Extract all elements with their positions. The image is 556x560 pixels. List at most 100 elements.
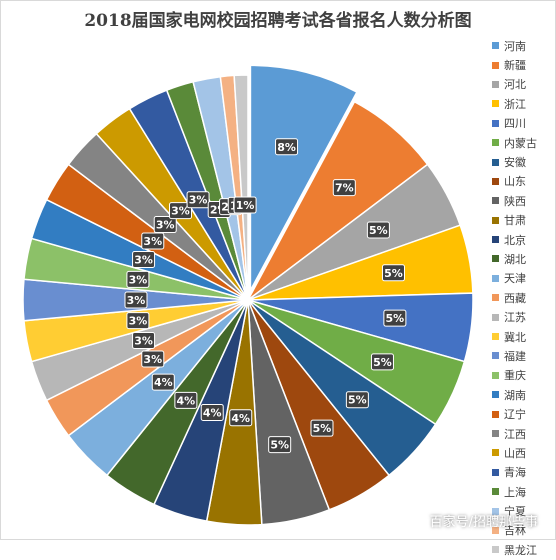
legend-entry: 江苏 [492, 307, 556, 326]
legend-entry: 四川 [492, 114, 556, 133]
legend-entry: 内蒙古 [492, 133, 556, 152]
data-label-北京: 4% [200, 403, 224, 421]
legend-label: 吉林 [504, 524, 526, 538]
svg-text:5%: 5% [386, 312, 405, 325]
data-label-内蒙古: 5% [370, 353, 394, 371]
data-label-山东: 5% [310, 419, 334, 437]
legend-swatch [492, 546, 499, 554]
legend-swatch [492, 236, 499, 244]
legend-label: 新疆 [504, 59, 526, 73]
legend-swatch [492, 100, 499, 108]
svg-text:3%: 3% [127, 294, 146, 307]
legend-swatch [492, 158, 499, 166]
legend-swatch [492, 42, 499, 50]
legend-swatch [492, 468, 499, 476]
legend-swatch [492, 255, 499, 263]
legend-swatch [492, 507, 499, 515]
data-label-江苏: 3% [132, 331, 156, 349]
svg-text:3%: 3% [143, 353, 162, 366]
legend-swatch [492, 391, 499, 399]
legend-label: 辽宁 [504, 408, 526, 422]
legend-label: 山西 [504, 446, 526, 460]
legend-entry: 山东 [492, 172, 556, 191]
data-label-安徽: 5% [345, 391, 369, 409]
data-label-陕西: 5% [268, 436, 292, 454]
pie-slice-黑龙江 [233, 74, 249, 301]
legend-entry: 北京 [492, 230, 556, 249]
svg-text:8%: 8% [277, 141, 296, 154]
svg-text:5%: 5% [313, 422, 332, 435]
svg-text:3%: 3% [134, 334, 153, 347]
legend-label: 西藏 [504, 291, 526, 305]
svg-text:4%: 4% [231, 412, 250, 425]
data-label-江西: 3% [153, 216, 177, 234]
legend-label: 内蒙古 [504, 136, 537, 150]
svg-text:5%: 5% [348, 394, 367, 407]
legend-entry: 陕西 [492, 191, 556, 210]
data-label-湖北: 4% [174, 391, 198, 409]
legend-label: 河南 [504, 39, 526, 53]
legend-entry: 湖南 [492, 385, 556, 404]
data-label-新疆: 7% [332, 179, 356, 197]
legend-label: 上海 [504, 485, 526, 499]
data-label-重庆: 3% [126, 270, 150, 288]
legend-swatch [492, 333, 499, 341]
legend-entry: 新疆 [492, 55, 556, 74]
svg-text:5%: 5% [384, 267, 403, 280]
legend-label: 宁夏 [504, 505, 526, 519]
data-label-辽宁: 3% [141, 232, 165, 250]
legend-entry: 河北 [492, 75, 556, 94]
data-label-河北: 5% [366, 221, 390, 239]
data-label-福建: 3% [124, 291, 148, 309]
legend-entry: 吉林 [492, 521, 556, 540]
svg-text:5%: 5% [373, 356, 392, 369]
legend-swatch [492, 352, 499, 360]
legend-swatch [492, 371, 499, 379]
data-label-山西: 3% [169, 202, 193, 220]
legend-entry: 辽宁 [492, 404, 556, 423]
svg-text:4%: 4% [203, 406, 222, 419]
svg-text:3%: 3% [129, 273, 148, 286]
pie-chart: 8%7%5%5%5%5%5%5%5%4%4%4%4%3%3%3%3%3%3%3%… [22, 64, 474, 526]
legend-entry: 青海 [492, 463, 556, 482]
legend-swatch [492, 449, 499, 457]
legend-entry: 冀北 [492, 327, 556, 346]
legend-entry: 黑龙江 [492, 540, 556, 559]
legend-entry: 天津 [492, 269, 556, 288]
legend-entry: 上海 [492, 482, 556, 501]
legend-label: 甘肃 [504, 214, 526, 228]
legend-swatch [492, 430, 499, 437]
data-label-甘肃: 4% [229, 409, 253, 427]
legend-swatch [492, 80, 499, 88]
legend-swatch [492, 488, 499, 496]
legend-entry: 重庆 [492, 366, 556, 385]
legend-entry: 福建 [492, 346, 556, 365]
legend: 河南 新疆 河北 浙江 四川 内蒙古 安徽 山东 陕西 甘肃 北京 湖北 天津 西藏 江苏 冀北 福建 重庆 湖南辽… [492, 36, 556, 560]
pie-slice-河南 [249, 64, 358, 291]
svg-text:3%: 3% [129, 315, 148, 328]
svg-text:4%: 4% [177, 394, 196, 407]
svg-text:3%: 3% [171, 205, 190, 218]
legend-swatch [492, 294, 499, 302]
legend-label: 天津 [504, 272, 526, 286]
legend-entry: 山西 [492, 443, 556, 462]
legend-swatch [492, 139, 499, 147]
svg-text:4%: 4% [154, 376, 173, 389]
legend-label: 河北 [504, 78, 526, 92]
legend-entry: 浙江 [492, 94, 556, 113]
svg-text:3%: 3% [134, 254, 153, 267]
legend-swatch [492, 216, 499, 224]
legend-label: 湖北 [504, 252, 526, 266]
data-label-冀北: 3% [126, 312, 150, 330]
data-label-黑龙江: 1% [233, 196, 257, 214]
legend-label: 北京 [504, 233, 526, 247]
data-label-湖南: 3% [132, 251, 156, 269]
svg-text:5%: 5% [270, 439, 289, 452]
legend-entry: 宁夏 [492, 501, 556, 520]
svg-text:3%: 3% [143, 235, 162, 248]
legend-label: 山东 [504, 175, 526, 189]
legend-entry: 河南 [492, 36, 556, 55]
svg-text:3%: 3% [156, 219, 175, 232]
svg-text:1%: 1% [236, 199, 255, 212]
legend-label: 福建 [504, 349, 526, 363]
